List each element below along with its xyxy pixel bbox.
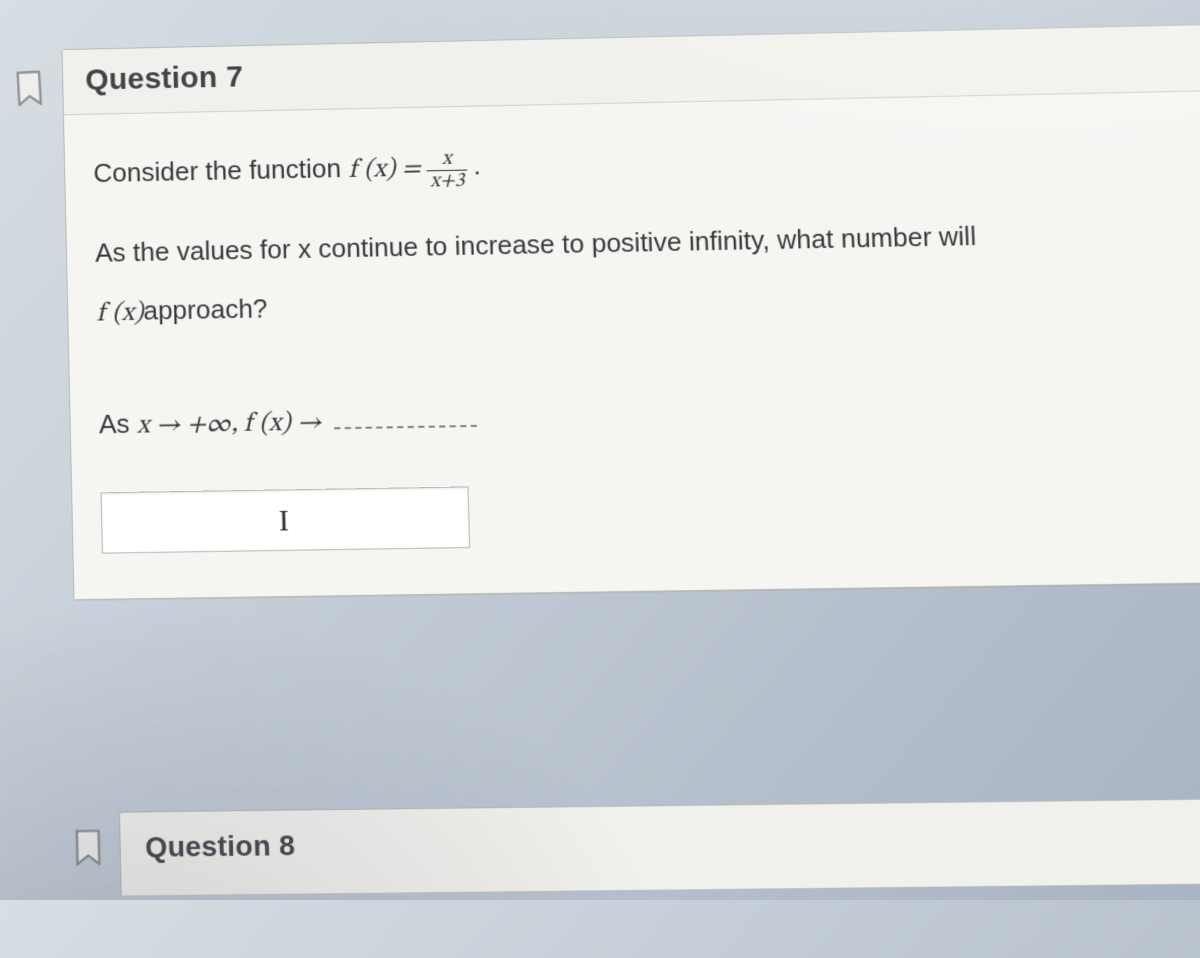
answer-input[interactable]: I xyxy=(101,487,471,554)
fraction: x x+3 xyxy=(426,148,468,192)
question-7-title: Question 7 xyxy=(85,60,244,97)
question-7-line-1: Consider the function f (x) = x x+3 . xyxy=(93,126,1200,200)
question-8-card: Question 8 xyxy=(119,797,1200,895)
question-7-line-3: f (x)approach? xyxy=(96,267,1200,340)
question-7-line-2: As the values for x continue to increase… xyxy=(95,207,1200,277)
question-7-limit-line: As x → +∞, f (x) → xyxy=(98,381,1200,452)
limit-x-to-inf: x → +∞, xyxy=(137,412,244,440)
question-8-title: Question 8 xyxy=(145,829,296,863)
limit-as: As xyxy=(99,408,138,439)
function-lhs: f (x) = xyxy=(348,156,427,184)
limit-fx-arrow: f (x) → xyxy=(243,410,328,438)
bookmark-icon[interactable] xyxy=(72,828,103,868)
line3-suffix: approach? xyxy=(143,293,268,326)
fraction-denominator: x+3 xyxy=(427,170,468,193)
fraction-numerator: x xyxy=(426,148,467,170)
text-cursor-icon: I xyxy=(278,492,292,549)
question-7-body: Consider the function f (x) = x x+3 . As… xyxy=(64,91,1200,600)
answer-blank-line xyxy=(334,409,477,429)
question-7-card: Question 7 Consider the function f (x) =… xyxy=(62,24,1200,601)
function-expression: f (x) = x x+3 xyxy=(348,155,474,184)
line3-fx: f (x) xyxy=(96,301,143,328)
line1-period: . xyxy=(473,150,481,181)
bookmark-icon[interactable] xyxy=(13,69,45,109)
line1-prefix: Consider the function xyxy=(93,153,349,188)
